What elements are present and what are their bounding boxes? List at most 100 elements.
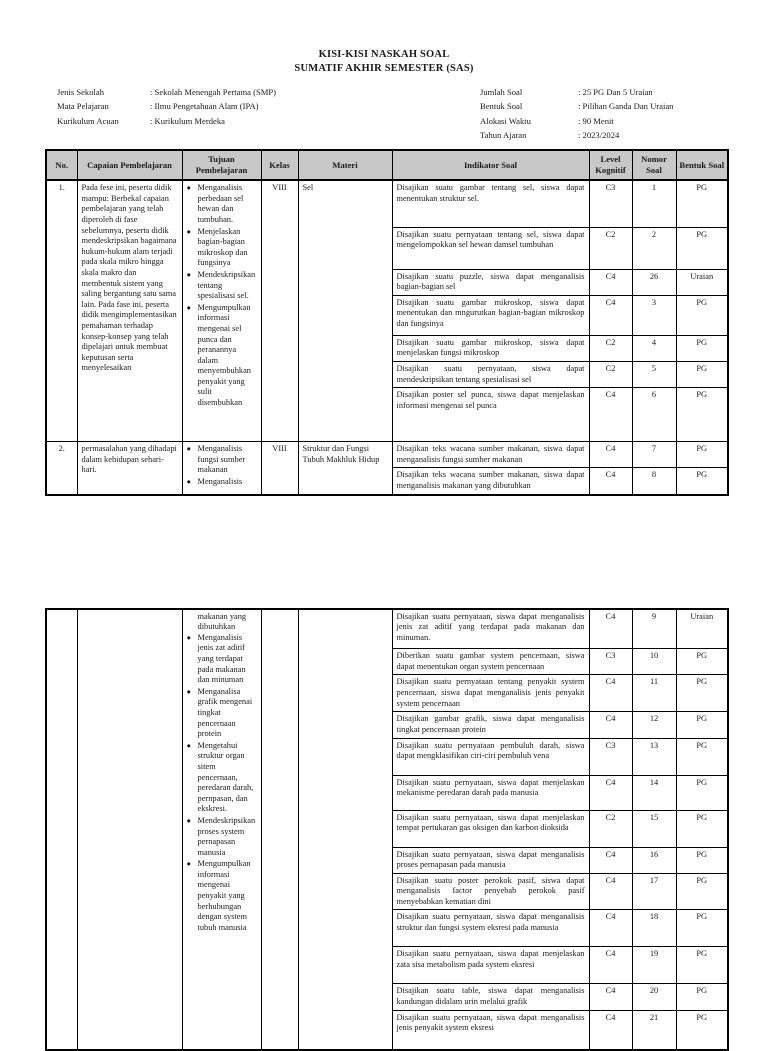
meta-label: Alokasi Waktu [480, 115, 531, 126]
level-kognitif-cell: C4 [588, 387, 633, 443]
table-row: Disajikan suatu gambar mikroskop, siswa … [46, 334, 729, 363]
level-kognitif-cell: C3 [588, 737, 633, 776]
nomor-soal-cell: 19 [631, 946, 677, 985]
bullet-icon: ● [186, 815, 192, 825]
bentuk-soal-cell: PG [675, 467, 729, 496]
indikator-cell: Disajikan suatu pernyataan, siswa dapat … [391, 774, 590, 811]
table-row: Disajikan suatu pernyataan, siswa dapat … [46, 361, 729, 389]
meta-row-mata-pelajaran: Mata Pelajaran : Ilmu Pengetahuan Alam (… [57, 99, 480, 113]
kelas-cell [260, 608, 299, 1051]
indikator-cell: Disajikan gambar grafik, siswa dapat men… [391, 711, 590, 739]
indikator-cell: Disajikan suatu pernyataan, siswa dapat … [391, 909, 590, 948]
tujuan-bullet-item: ● Menganalisis fungsi sumber makanan [187, 444, 257, 476]
table-row: Disajikan suatu pernyataan, siswa dapat … [46, 846, 729, 874]
bentuk-soal-cell: PG [675, 648, 729, 676]
indikator-cell: Disajikan suatu pernyataan, siswa dapat … [391, 946, 590, 985]
indikator-cell: Disajikan suatu pernyataan, siswa dapat … [391, 608, 590, 650]
level-kognitif-cell: C4 [588, 674, 633, 713]
indikator-cell: Disajikan suatu pernyataan, siswa dapat … [391, 846, 590, 874]
meta-row-jumlah-soal: Jumlah Soal : 25 PG Dan 5 Uraian [480, 85, 727, 99]
level-kognitif-cell: C2 [588, 809, 633, 848]
materi-cell: Sel [297, 179, 393, 443]
tujuan-item-text: Menganalisa grafik mengenai tingkat penc… [197, 686, 253, 739]
level-kognitif-cell: C3 [588, 179, 633, 228]
meta-row-jenis-sekolah: Jenis Sekolah : Sekolah Menengah Pertama… [57, 85, 480, 99]
bentuk-soal-cell: PG [675, 711, 729, 739]
bentuk-soal-cell: PG [675, 387, 729, 443]
nomor-soal-cell: 21 [631, 1009, 677, 1051]
capaian-cell [76, 608, 183, 1051]
bullet-icon: ● [186, 686, 192, 696]
meta-value: : Pilihan Ganda Dan Uraian [578, 101, 674, 112]
tujuan-item-text: Menganalisis [197, 477, 243, 487]
table-row: Disajikan suatu pernyataan, siswa dapat … [46, 774, 729, 811]
tujuan-item-text: Mendeskripsikan tentang spesialisasi sel… [197, 269, 256, 301]
table-row: Disajikan suatu table, siswa dapat menga… [46, 983, 729, 1011]
nomor-soal-cell: 6 [631, 387, 677, 443]
meta-label: Mata Pelajaran [57, 101, 109, 112]
meta-value: : 90 Menit [578, 115, 614, 126]
meta-value: : Ilmu Pengetahuan Alam (IPA) [150, 101, 259, 112]
bentuk-soal-cell: PG [675, 179, 729, 228]
meta-value: : 25 PG Dan 5 Uraian [578, 87, 653, 97]
nomor-soal-cell: 15 [631, 809, 677, 848]
nomor-soal-cell: 8 [631, 467, 677, 496]
indikator-cell: Disajikan suatu puzzle, siswa dapat meng… [391, 268, 590, 296]
header-kelas: Kelas [260, 149, 299, 182]
tujuan-continuation-text: makanan yang dibutuhkan [197, 611, 247, 632]
level-kognitif-cell: C2 [588, 361, 633, 389]
document-meta: Jenis Sekolah : Sekolah Menengah Pertama… [57, 85, 727, 142]
tujuan-bullet-item: ● Mendeskripsikan proses system pernapasa… [187, 816, 257, 858]
bullet-icon: ● [186, 859, 192, 869]
level-kognitif-cell: C4 [588, 983, 633, 1011]
bullet-icon: ● [186, 477, 192, 487]
indikator-cell: Disajikan suatu gambar mikroskop, siswa … [391, 294, 590, 336]
header-no: No. [45, 149, 78, 182]
table-row: Disajikan suatu pernyataan tentang sel, … [46, 226, 729, 270]
level-kognitif-cell: C4 [588, 294, 633, 336]
nomor-soal-cell: 12 [631, 711, 677, 739]
bentuk-soal-cell: PG [675, 674, 729, 713]
nomor-soal-cell: 5 [631, 361, 677, 389]
level-kognitif-cell: C4 [588, 774, 633, 811]
meta-right-column: Jumlah Soal : 25 PG Dan 5 Uraian Bentuk … [480, 85, 727, 142]
tujuan-item-text: Mengumpulkan informasi mengenai sel punc… [197, 302, 252, 408]
level-kognitif-cell: C4 [588, 1009, 633, 1051]
bullet-icon: ● [186, 632, 192, 642]
document-title-line1: KISI-KISI NASKAH SOAL [318, 49, 450, 60]
indikator-cell: Diberikan suatu gambar system pencernaan… [391, 648, 590, 676]
meta-row-tahun-ajaran: Tahun Ajaran : 2023/2024 [480, 128, 727, 142]
kisi-kisi-table-page2: makanan yang dibutuhkan ● Menganalisis je… [45, 607, 729, 1051]
nomor-soal-cell: 17 [631, 872, 677, 911]
bentuk-soal-cell: PG [675, 846, 729, 874]
nomor-soal-cell: 18 [631, 909, 677, 948]
bentuk-soal-cell: PG [675, 294, 729, 336]
tujuan-item-text: Menjelaskan bagian-bagian mikroskop dan … [197, 226, 248, 268]
document-title-line2: SUMATIF AKHIR SEMESTER (SAS) [294, 63, 474, 74]
page-2: makanan yang dibutuhkan ● Menganalisis je… [0, 607, 768, 1051]
meta-row-bentuk-soal: Bentuk Soal : Pilihan Ganda Dan Uraian [480, 99, 727, 113]
nomor-soal-cell: 14 [631, 774, 677, 811]
header-bentuk: Bentuk Soal [675, 149, 729, 182]
level-kognitif-cell: C2 [588, 226, 633, 270]
tujuan-bullet-item: ● Menganalisis [187, 477, 257, 488]
bullet-icon: ● [186, 740, 192, 750]
table-row: Disajikan teks wacana sumber makanan, si… [46, 467, 729, 496]
table-row: Disajikan suatu pernyataan, siswa dapat … [46, 946, 729, 985]
tujuan-item-text: Mendeskripsikan proses system pernapasan… [197, 815, 256, 857]
bentuk-soal-cell: PG [675, 361, 729, 389]
table-row: makanan yang dibutuhkan ● Menganalisis je… [45, 608, 729, 1051]
tujuan-item-text: Mengumpulkan informasi mengenai penyakit… [197, 859, 251, 932]
indikator-cell: Disajikan teks wacana sumber makanan, si… [391, 467, 590, 496]
meta-label: Tahun Ajaran [480, 129, 527, 140]
bentuk-soal-cell: PG [675, 872, 729, 911]
meta-value: : Sekolah Menengah Pertama (SMP) [150, 87, 277, 97]
level-kognitif-cell: C4 [588, 441, 633, 469]
kisi-kisi-table-page1: No. Capaian Pembelajaran Tujuan Pembelaj… [45, 149, 729, 496]
tujuan-cell: ● Menganalisis fungsi sumber makanan ● Men… [181, 441, 262, 496]
bentuk-soal-cell: Uraian [675, 268, 729, 296]
bentuk-soal-cell: PG [675, 441, 729, 469]
tujuan-bullet-item: ● Mendeskripsikan tentang spesialisasi se… [187, 270, 257, 302]
table-row: Disajikan suatu pernyataan tentang penya… [46, 674, 729, 713]
meta-label: Jumlah Soal [480, 87, 523, 97]
